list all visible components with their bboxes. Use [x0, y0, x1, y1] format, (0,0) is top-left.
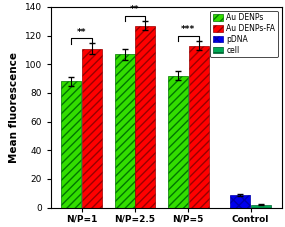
- Bar: [115, 54, 135, 207]
- Bar: [189, 46, 209, 207]
- Bar: [251, 205, 271, 207]
- Bar: [230, 195, 250, 207]
- Text: **: **: [77, 28, 87, 37]
- Y-axis label: Mean fluorescence: Mean fluorescence: [9, 52, 19, 163]
- Bar: [135, 26, 155, 207]
- Legend: Au DENPs, Au DENPs-FA, pDNA, cell: Au DENPs, Au DENPs-FA, pDNA, cell: [210, 11, 278, 57]
- Bar: [82, 49, 102, 207]
- Bar: [62, 81, 82, 207]
- Bar: [168, 76, 188, 207]
- Text: ***: ***: [181, 25, 195, 34]
- Text: **: **: [130, 5, 140, 14]
